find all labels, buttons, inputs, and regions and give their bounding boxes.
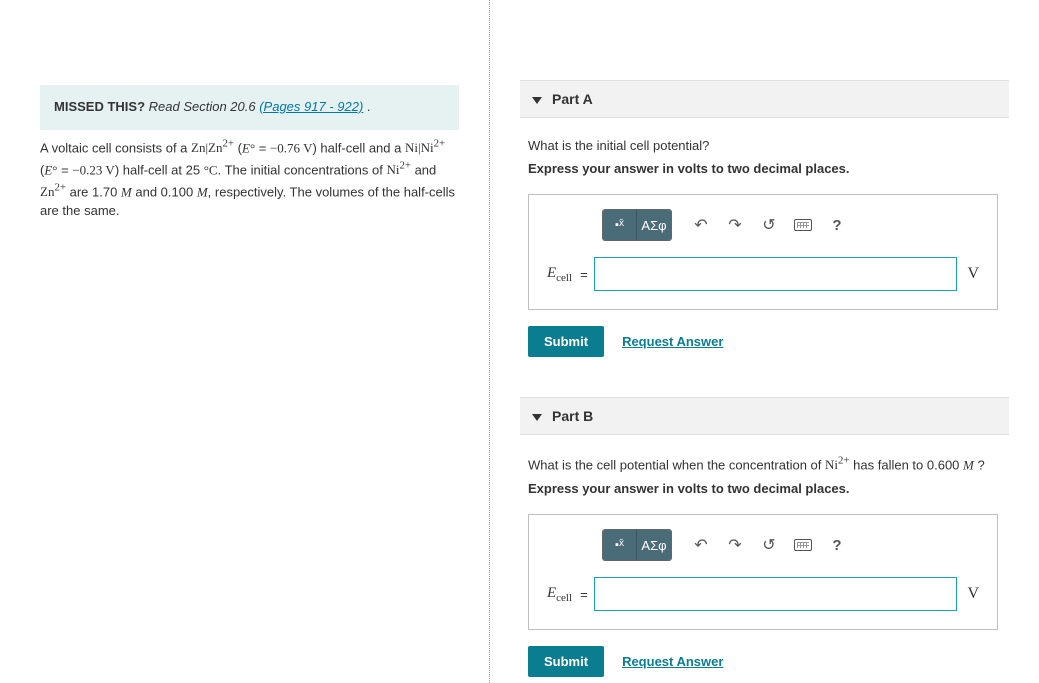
t: are 1.70 — [66, 184, 121, 199]
chevron-down-icon — [532, 414, 542, 421]
sup: 2+ — [434, 138, 446, 150]
t: ) half-cell and a — [312, 140, 405, 155]
redo-icon[interactable]: ↷ — [718, 210, 752, 240]
eq: = — [255, 140, 270, 155]
zn-couple: Zn|Zn2+ — [191, 140, 234, 155]
part-b-question: What is the cell potential when the conc… — [528, 455, 1001, 473]
input-row-a: Ecell = V — [547, 257, 979, 291]
part-b-title: Part B — [552, 408, 593, 424]
degc: °C — [204, 162, 218, 177]
format-group: ▪x̄ ΑΣφ — [602, 209, 672, 241]
problem-panel: MISSED THIS? Read Section 20.6 (Pages 91… — [0, 0, 490, 683]
v: E — [547, 585, 556, 601]
keyboard-icon[interactable] — [786, 210, 820, 240]
part-b: Part B What is the cell potential when t… — [520, 397, 1009, 677]
problem-text: A voltaic cell consists of a Zn|Zn2+ (E°… — [40, 136, 459, 221]
sup: 2+ — [223, 138, 235, 150]
znval: −0.76 V — [270, 140, 313, 155]
t: ( — [234, 140, 242, 155]
var-label: Ecell — [547, 585, 572, 604]
part-a-header[interactable]: Part A — [520, 80, 1009, 118]
nival: −0.23 V — [72, 162, 115, 177]
part-b-header[interactable]: Part B — [520, 397, 1009, 435]
part-a-question: What is the initial cell potential? — [528, 138, 1001, 153]
hint-tail: . — [363, 99, 370, 114]
hint-text: Read Section 20.6 — [145, 99, 259, 114]
help-icon[interactable]: ? — [820, 210, 854, 240]
t: Zn — [40, 184, 54, 199]
keyboard-icon[interactable] — [786, 530, 820, 560]
equals: = — [580, 267, 588, 282]
input-row-b: Ecell = V — [547, 577, 979, 611]
submit-button-a[interactable]: Submit — [528, 326, 604, 357]
hint-box: MISSED THIS? Read Section 20.6 (Pages 91… — [40, 85, 459, 130]
reset-icon[interactable]: ↺ — [752, 210, 786, 240]
submit-button-b[interactable]: Submit — [528, 646, 604, 677]
answer-input-a[interactable] — [594, 257, 958, 291]
greek-button[interactable]: ΑΣφ — [637, 210, 671, 240]
m: M — [197, 184, 208, 199]
t: What is the cell potential when the conc… — [528, 457, 825, 472]
redo-icon[interactable]: ↷ — [718, 530, 752, 560]
ni2: Ni2+ — [386, 162, 411, 177]
t: Ni|Ni — [405, 140, 434, 155]
m: M — [963, 457, 974, 472]
answer-box-a: ▪x̄ ΑΣφ ↶ ↷ ↺ ? Ecell = V — [528, 194, 998, 310]
t: and — [411, 162, 436, 177]
request-answer-link-a[interactable]: Request Answer — [622, 334, 723, 349]
e: E — [242, 140, 250, 155]
answer-box-b: ▪x̄ ΑΣφ ↶ ↷ ↺ ? Ecell = V — [528, 514, 998, 630]
equals: = — [580, 587, 588, 602]
undo-icon[interactable]: ↶ — [684, 210, 718, 240]
sup: 2+ — [399, 160, 411, 172]
part-b-instruction: Express your answer in volts to two deci… — [528, 481, 1001, 496]
unit-a: V — [967, 265, 979, 283]
part-a-title: Part A — [552, 91, 593, 107]
answer-input-b[interactable] — [594, 577, 958, 611]
t: Ni — [386, 162, 399, 177]
part-a: Part A What is the initial cell potentia… — [520, 80, 1009, 357]
t: Zn|Zn — [191, 140, 222, 155]
t: Ni — [825, 457, 838, 472]
greek-button[interactable]: ΑΣφ — [637, 530, 671, 560]
t: and 0.100 — [132, 184, 197, 199]
eq: = — [58, 162, 73, 177]
vs: cell — [556, 592, 572, 604]
request-answer-link-b[interactable]: Request Answer — [622, 654, 723, 669]
ni: Ni2+ — [825, 457, 850, 472]
var-label: Ecell — [547, 265, 572, 284]
help-icon[interactable]: ? — [820, 530, 854, 560]
chevron-down-icon — [532, 97, 542, 104]
zn2: Zn2+ — [40, 184, 66, 199]
t: . The initial concentrations of — [218, 162, 387, 177]
sup: 2+ — [54, 182, 66, 194]
txt: A voltaic cell consists of a — [40, 140, 191, 155]
unit-b: V — [967, 585, 979, 603]
t: ? — [974, 457, 985, 472]
ni-couple: Ni|Ni2+ — [405, 140, 445, 155]
t: has fallen to 0.600 — [850, 457, 963, 472]
sup: 2+ — [838, 455, 850, 467]
v: E — [547, 265, 556, 281]
part-a-instruction: Express your answer in volts to two deci… — [528, 161, 1001, 176]
templates-button[interactable]: ▪x̄ — [603, 210, 637, 240]
hint-label: MISSED THIS? — [54, 99, 145, 114]
m: M — [121, 184, 132, 199]
format-group: ▪x̄ ΑΣφ — [602, 529, 672, 561]
reset-icon[interactable]: ↺ — [752, 530, 786, 560]
toolbar-a: ▪x̄ ΑΣφ ↶ ↷ ↺ ? — [602, 209, 979, 241]
toolbar-b: ▪x̄ ΑΣφ ↶ ↷ ↺ ? — [602, 529, 979, 561]
t: ) half-cell at 25 — [115, 162, 204, 177]
answer-panel: Part A What is the initial cell potentia… — [490, 0, 1039, 683]
vs: cell — [556, 272, 572, 284]
hint-link[interactable]: (Pages 917 - 922) — [259, 99, 363, 114]
templates-button[interactable]: ▪x̄ — [603, 530, 637, 560]
undo-icon[interactable]: ↶ — [684, 530, 718, 560]
